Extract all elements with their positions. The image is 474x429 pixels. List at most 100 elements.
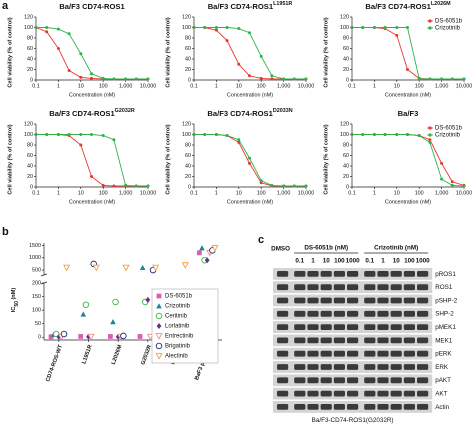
blot-row-label: AKT bbox=[435, 391, 447, 398]
x-axis-label: Concentration (nM) bbox=[69, 199, 115, 205]
y-tick-label: 100 bbox=[340, 132, 349, 138]
blot-band bbox=[347, 350, 359, 357]
x-axis-label: Concentration (nM) bbox=[385, 199, 431, 205]
x-tick-label: 10,000 bbox=[140, 83, 157, 89]
data-point bbox=[405, 26, 409, 29]
y-tick-label: 1500 bbox=[29, 243, 41, 249]
blot-band bbox=[403, 271, 415, 277]
data-point bbox=[101, 134, 105, 138]
concentration-label: 100 bbox=[404, 258, 415, 265]
data-point bbox=[417, 134, 421, 138]
blot-band bbox=[333, 271, 345, 277]
marker bbox=[199, 245, 205, 251]
blot-band bbox=[390, 350, 402, 357]
blot-band bbox=[294, 390, 306, 397]
data-point bbox=[259, 54, 263, 58]
marker bbox=[155, 333, 163, 340]
blot-header: DS-6051b (nM) bbox=[304, 245, 348, 252]
blot-band bbox=[377, 377, 389, 384]
x-tick-label: 1 bbox=[57, 83, 60, 89]
y-tick-label: 80 bbox=[343, 142, 349, 148]
concentration-label: 1000 bbox=[416, 258, 431, 265]
blot-band bbox=[364, 390, 376, 397]
x-tick-label: 10 bbox=[236, 190, 242, 196]
blot-row-label: pERK bbox=[435, 351, 452, 358]
title-superscript: L2026M bbox=[431, 1, 451, 7]
marker bbox=[204, 257, 210, 264]
data-point bbox=[361, 133, 365, 136]
marker bbox=[82, 301, 90, 308]
blot-band bbox=[347, 404, 359, 410]
data-point bbox=[292, 184, 296, 188]
blot-band bbox=[333, 350, 345, 357]
blot-band bbox=[417, 310, 429, 317]
blot-band bbox=[294, 284, 306, 291]
y-label-part: (nM) bbox=[11, 288, 17, 301]
data-point bbox=[304, 77, 308, 81]
x-tick-label: 1,000 bbox=[277, 83, 291, 89]
blot-band bbox=[377, 364, 389, 370]
y-tick-label: 60 bbox=[27, 46, 33, 52]
blot-band bbox=[347, 377, 359, 384]
marker bbox=[155, 342, 163, 350]
x-tick-label: 1,000 bbox=[119, 83, 133, 89]
y-tick-label: 20 bbox=[185, 67, 191, 73]
blot-band bbox=[364, 337, 376, 344]
marker bbox=[87, 333, 95, 341]
blot-band bbox=[390, 271, 402, 277]
data-point bbox=[237, 138, 241, 142]
blot-band bbox=[333, 284, 345, 291]
blot-band bbox=[320, 324, 332, 330]
data-point bbox=[79, 133, 83, 136]
data-point bbox=[112, 77, 116, 81]
y-tick-label: 200 bbox=[32, 280, 41, 286]
chart-title: Ba/F3 bbox=[398, 109, 419, 118]
data-point bbox=[89, 175, 93, 178]
blot-band bbox=[403, 350, 415, 357]
blot-band bbox=[403, 297, 415, 304]
blot-band bbox=[403, 337, 415, 344]
data-point bbox=[350, 133, 354, 136]
data-point bbox=[237, 27, 241, 31]
x-tick-label: 10,000 bbox=[456, 190, 473, 196]
blot-band bbox=[320, 310, 332, 317]
x-tick-label: 1,000 bbox=[435, 83, 449, 89]
y-tick-label: 120 bbox=[340, 121, 349, 127]
blot-band bbox=[364, 364, 376, 370]
blot-band bbox=[390, 310, 402, 317]
blot-band bbox=[277, 324, 289, 330]
blot-band bbox=[364, 404, 376, 410]
blot-band bbox=[390, 284, 402, 291]
chart-title: Ba/F3 CD74-ROS1L1951R bbox=[208, 1, 293, 11]
blot-band bbox=[277, 284, 289, 291]
legend-label: Crizotinib bbox=[165, 304, 191, 310]
y-tick-label: 500 bbox=[32, 267, 41, 273]
legend-label: Entrectinib bbox=[165, 334, 194, 340]
data-point bbox=[270, 77, 274, 81]
data-point bbox=[383, 26, 387, 29]
y-tick-label: 40 bbox=[185, 163, 191, 169]
x-tick-label: 1,000 bbox=[119, 190, 133, 196]
blot-header: DMSO bbox=[271, 246, 290, 253]
y-tick-label: 100 bbox=[340, 25, 349, 31]
blot-band bbox=[364, 377, 376, 384]
blot-header: Crizotinib (nM) bbox=[374, 245, 418, 252]
marker bbox=[60, 330, 68, 338]
x-axis-label: Concentration (nM) bbox=[227, 199, 273, 205]
x-tick-label: 1 bbox=[373, 190, 376, 196]
marker bbox=[78, 334, 84, 339]
y-tick-label: 0 bbox=[188, 184, 191, 190]
data-point bbox=[67, 133, 71, 136]
panel-label: a bbox=[2, 0, 9, 12]
blot-row-label: pSHP-2 bbox=[435, 297, 458, 304]
data-point bbox=[462, 184, 466, 188]
chart-title: Ba/F3 CD74-ROS1 bbox=[59, 2, 125, 11]
data-point bbox=[450, 183, 454, 187]
blot-band bbox=[307, 350, 319, 357]
blot-band bbox=[390, 324, 402, 330]
title-text: Ba/F3 CD74-ROS1 bbox=[207, 109, 273, 118]
blot-band bbox=[364, 284, 376, 291]
blot-band bbox=[320, 390, 332, 397]
y-tick-label: 120 bbox=[340, 14, 349, 20]
blot-band bbox=[390, 404, 402, 410]
